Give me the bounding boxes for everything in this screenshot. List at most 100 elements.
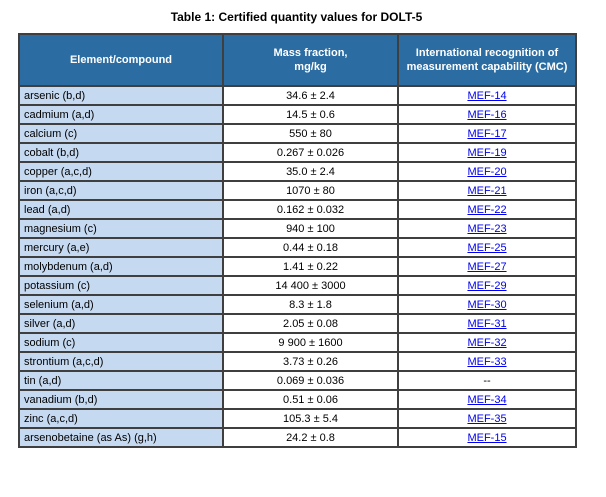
element-cell: selenium (a,d) — [18, 294, 224, 315]
cmc-link[interactable]: MEF-22 — [467, 203, 507, 216]
header-row: Element/compound Mass fraction, mg/kg In… — [18, 33, 577, 87]
mass-fraction-cell: 2.05 ± 0.08 — [222, 313, 399, 334]
table-row: zinc (a,c,d) 105.3 ± 5.4 MEF-35 — [18, 408, 577, 429]
cmc-link[interactable]: MEF-29 — [467, 279, 507, 292]
table-row: cobalt (b,d) 0.267 ± 0.026 MEF-19 — [18, 142, 577, 163]
mass-fraction-cell: 1.41 ± 0.22 — [222, 256, 399, 277]
cmc-cell: MEF-30 — [397, 294, 577, 315]
cmc-link[interactable]: MEF-25 — [467, 241, 507, 254]
mass-fraction-cell: 105.3 ± 5.4 — [222, 408, 399, 429]
certified-values-table: Element/compound Mass fraction, mg/kg In… — [18, 33, 577, 448]
cmc-cell: MEF-33 — [397, 351, 577, 372]
cmc-link[interactable]: MEF-32 — [467, 336, 507, 349]
table-body: arsenic (b,d) 34.6 ± 2.4 MEF-14 cadmium … — [18, 85, 577, 448]
table-row: molybdenum (a,d) 1.41 ± 0.22 MEF-27 — [18, 256, 577, 277]
cmc-link[interactable]: MEF-19 — [467, 146, 507, 159]
cmc-link[interactable]: MEF-20 — [467, 165, 507, 178]
cmc-no-link-dash: -- — [483, 374, 491, 387]
table-row: mercury (a,e) 0.44 ± 0.18 MEF-25 — [18, 237, 577, 258]
mass-fraction-cell: 3.73 ± 0.26 — [222, 351, 399, 372]
mass-fraction-cell: 24.2 ± 0.8 — [222, 427, 399, 448]
table-title: Table 1: Certified quantity values for D… — [170, 10, 423, 24]
element-cell: calcium (c) — [18, 123, 224, 144]
table-row: lead (a,d) 0.162 ± 0.032 MEF-22 — [18, 199, 577, 220]
table-row: iron (a,c,d) 1070 ± 80 MEF-21 — [18, 180, 577, 201]
table-row: arsenic (b,d) 34.6 ± 2.4 MEF-14 — [18, 85, 577, 106]
cmc-link[interactable]: MEF-34 — [467, 393, 507, 406]
cmc-link[interactable]: MEF-27 — [467, 260, 507, 273]
table-row: magnesium (c) 940 ± 100 MEF-23 — [18, 218, 577, 239]
element-cell: arsenic (b,d) — [18, 85, 224, 106]
element-cell: arsenobetaine (as As) (g,h) — [18, 427, 224, 448]
cmc-link[interactable]: MEF-31 — [467, 317, 507, 330]
cmc-link[interactable]: MEF-17 — [467, 127, 507, 140]
table-row: potassium (c) 14 400 ± 3000 MEF-29 — [18, 275, 577, 296]
mass-fraction-cell: 35.0 ± 2.4 — [222, 161, 399, 182]
cmc-cell: MEF-34 — [397, 389, 577, 410]
cmc-cell: MEF-32 — [397, 332, 577, 353]
cmc-cell: MEF-31 — [397, 313, 577, 334]
mass-fraction-cell: 940 ± 100 — [222, 218, 399, 239]
header-element-compound: Element/compound — [18, 33, 224, 87]
element-cell: zinc (a,c,d) — [18, 408, 224, 429]
table-row: cadmium (a,d) 14.5 ± 0.6 MEF-16 — [18, 104, 577, 125]
element-cell: magnesium (c) — [18, 218, 224, 239]
mass-fraction-cell: 0.162 ± 0.032 — [222, 199, 399, 220]
table-row: sodium (c) 9 900 ± 1600 MEF-32 — [18, 332, 577, 353]
table-title-container: Table 1: Certified quantity values for D… — [18, 8, 575, 26]
cmc-link[interactable]: MEF-14 — [467, 89, 507, 102]
element-cell: silver (a,d) — [18, 313, 224, 334]
cmc-cell: MEF-19 — [397, 142, 577, 163]
table-row: copper (a,c,d) 35.0 ± 2.4 MEF-20 — [18, 161, 577, 182]
table-row: selenium (a,d) 8.3 ± 1.8 MEF-30 — [18, 294, 577, 315]
cmc-cell: MEF-16 — [397, 104, 577, 125]
element-cell: iron (a,c,d) — [18, 180, 224, 201]
mass-fraction-cell: 8.3 ± 1.8 — [222, 294, 399, 315]
cmc-link[interactable]: MEF-23 — [467, 222, 507, 235]
header-cmc: International recognition of measurement… — [397, 33, 577, 87]
mass-fraction-cell: 0.069 ± 0.036 — [222, 370, 399, 391]
table-row: vanadium (b,d) 0.51 ± 0.06 MEF-34 — [18, 389, 577, 410]
cmc-link[interactable]: MEF-16 — [467, 108, 507, 121]
cmc-cell: MEF-17 — [397, 123, 577, 144]
mass-fraction-cell: 0.44 ± 0.18 — [222, 237, 399, 258]
element-cell: lead (a,d) — [18, 199, 224, 220]
element-cell: molybdenum (a,d) — [18, 256, 224, 277]
cmc-cell: MEF-22 — [397, 199, 577, 220]
table-row: arsenobetaine (as As) (g,h) 24.2 ± 0.8 M… — [18, 427, 577, 448]
mass-fraction-cell: 14 400 ± 3000 — [222, 275, 399, 296]
element-cell: cadmium (a,d) — [18, 104, 224, 125]
cmc-cell: MEF-21 — [397, 180, 577, 201]
mass-fraction-cell: 34.6 ± 2.4 — [222, 85, 399, 106]
mass-fraction-cell: 9 900 ± 1600 — [222, 332, 399, 353]
element-cell: potassium (c) — [18, 275, 224, 296]
mass-fraction-cell: 14.5 ± 0.6 — [222, 104, 399, 125]
element-cell: sodium (c) — [18, 332, 224, 353]
element-cell: strontium (a,c,d) — [18, 351, 224, 372]
cmc-cell: MEF-27 — [397, 256, 577, 277]
element-cell: mercury (a,e) — [18, 237, 224, 258]
element-cell: copper (a,c,d) — [18, 161, 224, 182]
table-row: tin (a,d) 0.069 ± 0.036 -- — [18, 370, 577, 391]
cmc-link[interactable]: MEF-35 — [467, 412, 507, 425]
mass-fraction-cell: 550 ± 80 — [222, 123, 399, 144]
mass-fraction-cell: 1070 ± 80 — [222, 180, 399, 201]
cmc-cell: MEF-23 — [397, 218, 577, 239]
cmc-cell: MEF-20 — [397, 161, 577, 182]
cmc-link[interactable]: MEF-30 — [467, 298, 507, 311]
element-cell: vanadium (b,d) — [18, 389, 224, 410]
cmc-link[interactable]: MEF-15 — [467, 431, 507, 444]
cmc-link[interactable]: MEF-33 — [467, 355, 507, 368]
cmc-cell: MEF-15 — [397, 427, 577, 448]
mass-fraction-cell: 0.51 ± 0.06 — [222, 389, 399, 410]
cmc-cell: MEF-35 — [397, 408, 577, 429]
element-cell: cobalt (b,d) — [18, 142, 224, 163]
table-row: strontium (a,c,d) 3.73 ± 0.26 MEF-33 — [18, 351, 577, 372]
header-mass-fraction: Mass fraction, mg/kg — [222, 33, 399, 87]
cmc-cell: MEF-29 — [397, 275, 577, 296]
cmc-cell: MEF-14 — [397, 85, 577, 106]
cmc-cell: -- — [397, 370, 577, 391]
mass-fraction-cell: 0.267 ± 0.026 — [222, 142, 399, 163]
cmc-link[interactable]: MEF-21 — [467, 184, 507, 197]
